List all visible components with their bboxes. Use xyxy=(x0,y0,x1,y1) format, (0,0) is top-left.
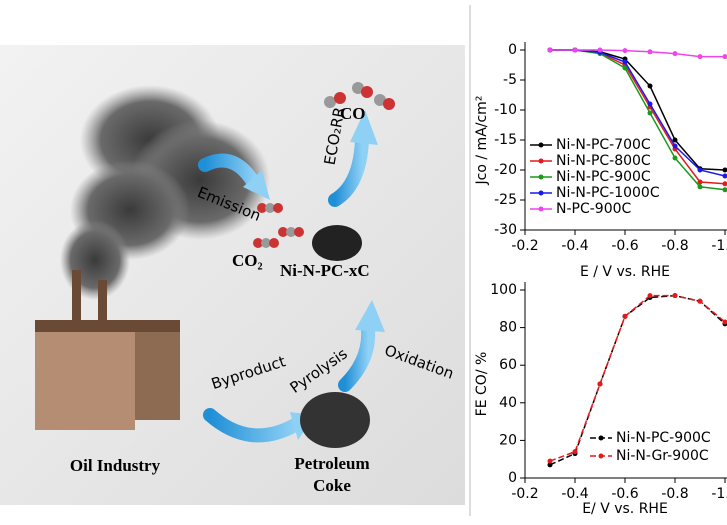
y-tick-label: 60 xyxy=(499,357,517,373)
x-tick-label: -0.4 xyxy=(561,486,588,502)
data-point xyxy=(698,168,703,173)
legend-label: Ni-N-PC-900C xyxy=(616,430,711,446)
data-point xyxy=(673,144,678,149)
data-point xyxy=(648,293,653,298)
legend-label: Ni-N-PC-700C xyxy=(556,137,651,153)
data-point xyxy=(648,84,653,89)
petroleum-label: Petroleum xyxy=(294,454,369,473)
legend-marker xyxy=(539,159,544,164)
figure: Emission ECO₂RR CO CO₂ Ni-N-PC-xC Pyroly… xyxy=(0,0,727,521)
y-tick-label: 0 xyxy=(508,470,517,486)
y-axis-label: Jco / mA/cm² xyxy=(474,96,490,186)
oil-industry-label: Oil Industry xyxy=(70,456,161,475)
data-point xyxy=(673,293,678,298)
x-tick-label: -1.0 xyxy=(711,238,727,254)
data-point xyxy=(723,168,727,173)
data-point xyxy=(723,174,727,179)
data-point xyxy=(598,382,603,387)
y-tick-label: 100 xyxy=(490,282,517,298)
y-tick-label: 40 xyxy=(499,395,517,411)
x-tick-label: -0.6 xyxy=(611,486,638,502)
data-point xyxy=(723,181,727,186)
catalyst-particle xyxy=(312,225,362,261)
legend-marker xyxy=(539,207,544,212)
coke-label: Coke xyxy=(313,476,351,495)
data-point xyxy=(698,54,703,59)
y-tick-label: -25 xyxy=(494,192,517,208)
data-point xyxy=(648,111,653,116)
x-tick-label: -0.2 xyxy=(511,238,538,254)
y-tick-label: 80 xyxy=(499,320,517,336)
x-tick-label: -0.8 xyxy=(661,486,688,502)
catalyst-label: Ni-N-PC-xC xyxy=(280,261,370,280)
y-tick-label: 0 xyxy=(508,42,517,58)
x-tick-label: -0.6 xyxy=(611,238,638,254)
data-point xyxy=(648,102,653,107)
data-point xyxy=(723,54,727,59)
legend-label: Ni-N-PC-1000C xyxy=(556,185,660,201)
diagram: Emission ECO₂RR CO CO₂ Ni-N-PC-xC Pyroly… xyxy=(0,45,465,505)
y-tick-label: -20 xyxy=(494,162,517,178)
x-tick-label: -0.2 xyxy=(511,486,538,502)
data-point xyxy=(623,60,628,65)
data-point xyxy=(548,459,553,464)
co-label: CO xyxy=(340,104,366,123)
legend-label: N-PC-900C xyxy=(556,201,632,217)
data-point xyxy=(698,184,703,189)
legend-marker xyxy=(599,436,604,441)
legend-label: Ni-N-PC-800C xyxy=(556,153,651,169)
y-tick-label: -30 xyxy=(494,222,517,238)
legend-marker xyxy=(539,143,544,148)
x-axis-label: E / V vs. RHE xyxy=(580,264,670,280)
data-point xyxy=(623,314,628,319)
data-point xyxy=(698,299,703,304)
y-tick-label: -10 xyxy=(494,102,517,118)
data-point xyxy=(548,48,553,53)
legend-marker xyxy=(599,454,604,459)
data-point xyxy=(623,48,628,53)
x-tick-label: -1.0 xyxy=(711,486,727,502)
data-point xyxy=(723,187,727,192)
legend-label: Ni-N-Gr-900C xyxy=(616,448,709,464)
data-point xyxy=(673,156,678,161)
y-tick-label: 20 xyxy=(499,432,517,448)
y-tick-label: -5 xyxy=(503,72,517,88)
legend-marker xyxy=(539,175,544,180)
co2-label: CO₂ xyxy=(232,251,263,270)
data-point xyxy=(648,49,653,54)
legend-label: Ni-N-PC-900C xyxy=(556,169,651,185)
x-axis-label: E/ V vs. RHE xyxy=(582,501,668,517)
data-point xyxy=(673,51,678,56)
x-tick-label: -0.4 xyxy=(561,238,588,254)
y-axis-label: FE CO/ % xyxy=(474,352,490,417)
legend-marker xyxy=(539,191,544,196)
data-point xyxy=(598,48,603,53)
x-tick-label: -0.8 xyxy=(661,238,688,254)
data-point xyxy=(573,48,578,53)
y-tick-label: -15 xyxy=(494,132,517,148)
coke-particle xyxy=(300,392,370,448)
data-point xyxy=(573,449,578,454)
